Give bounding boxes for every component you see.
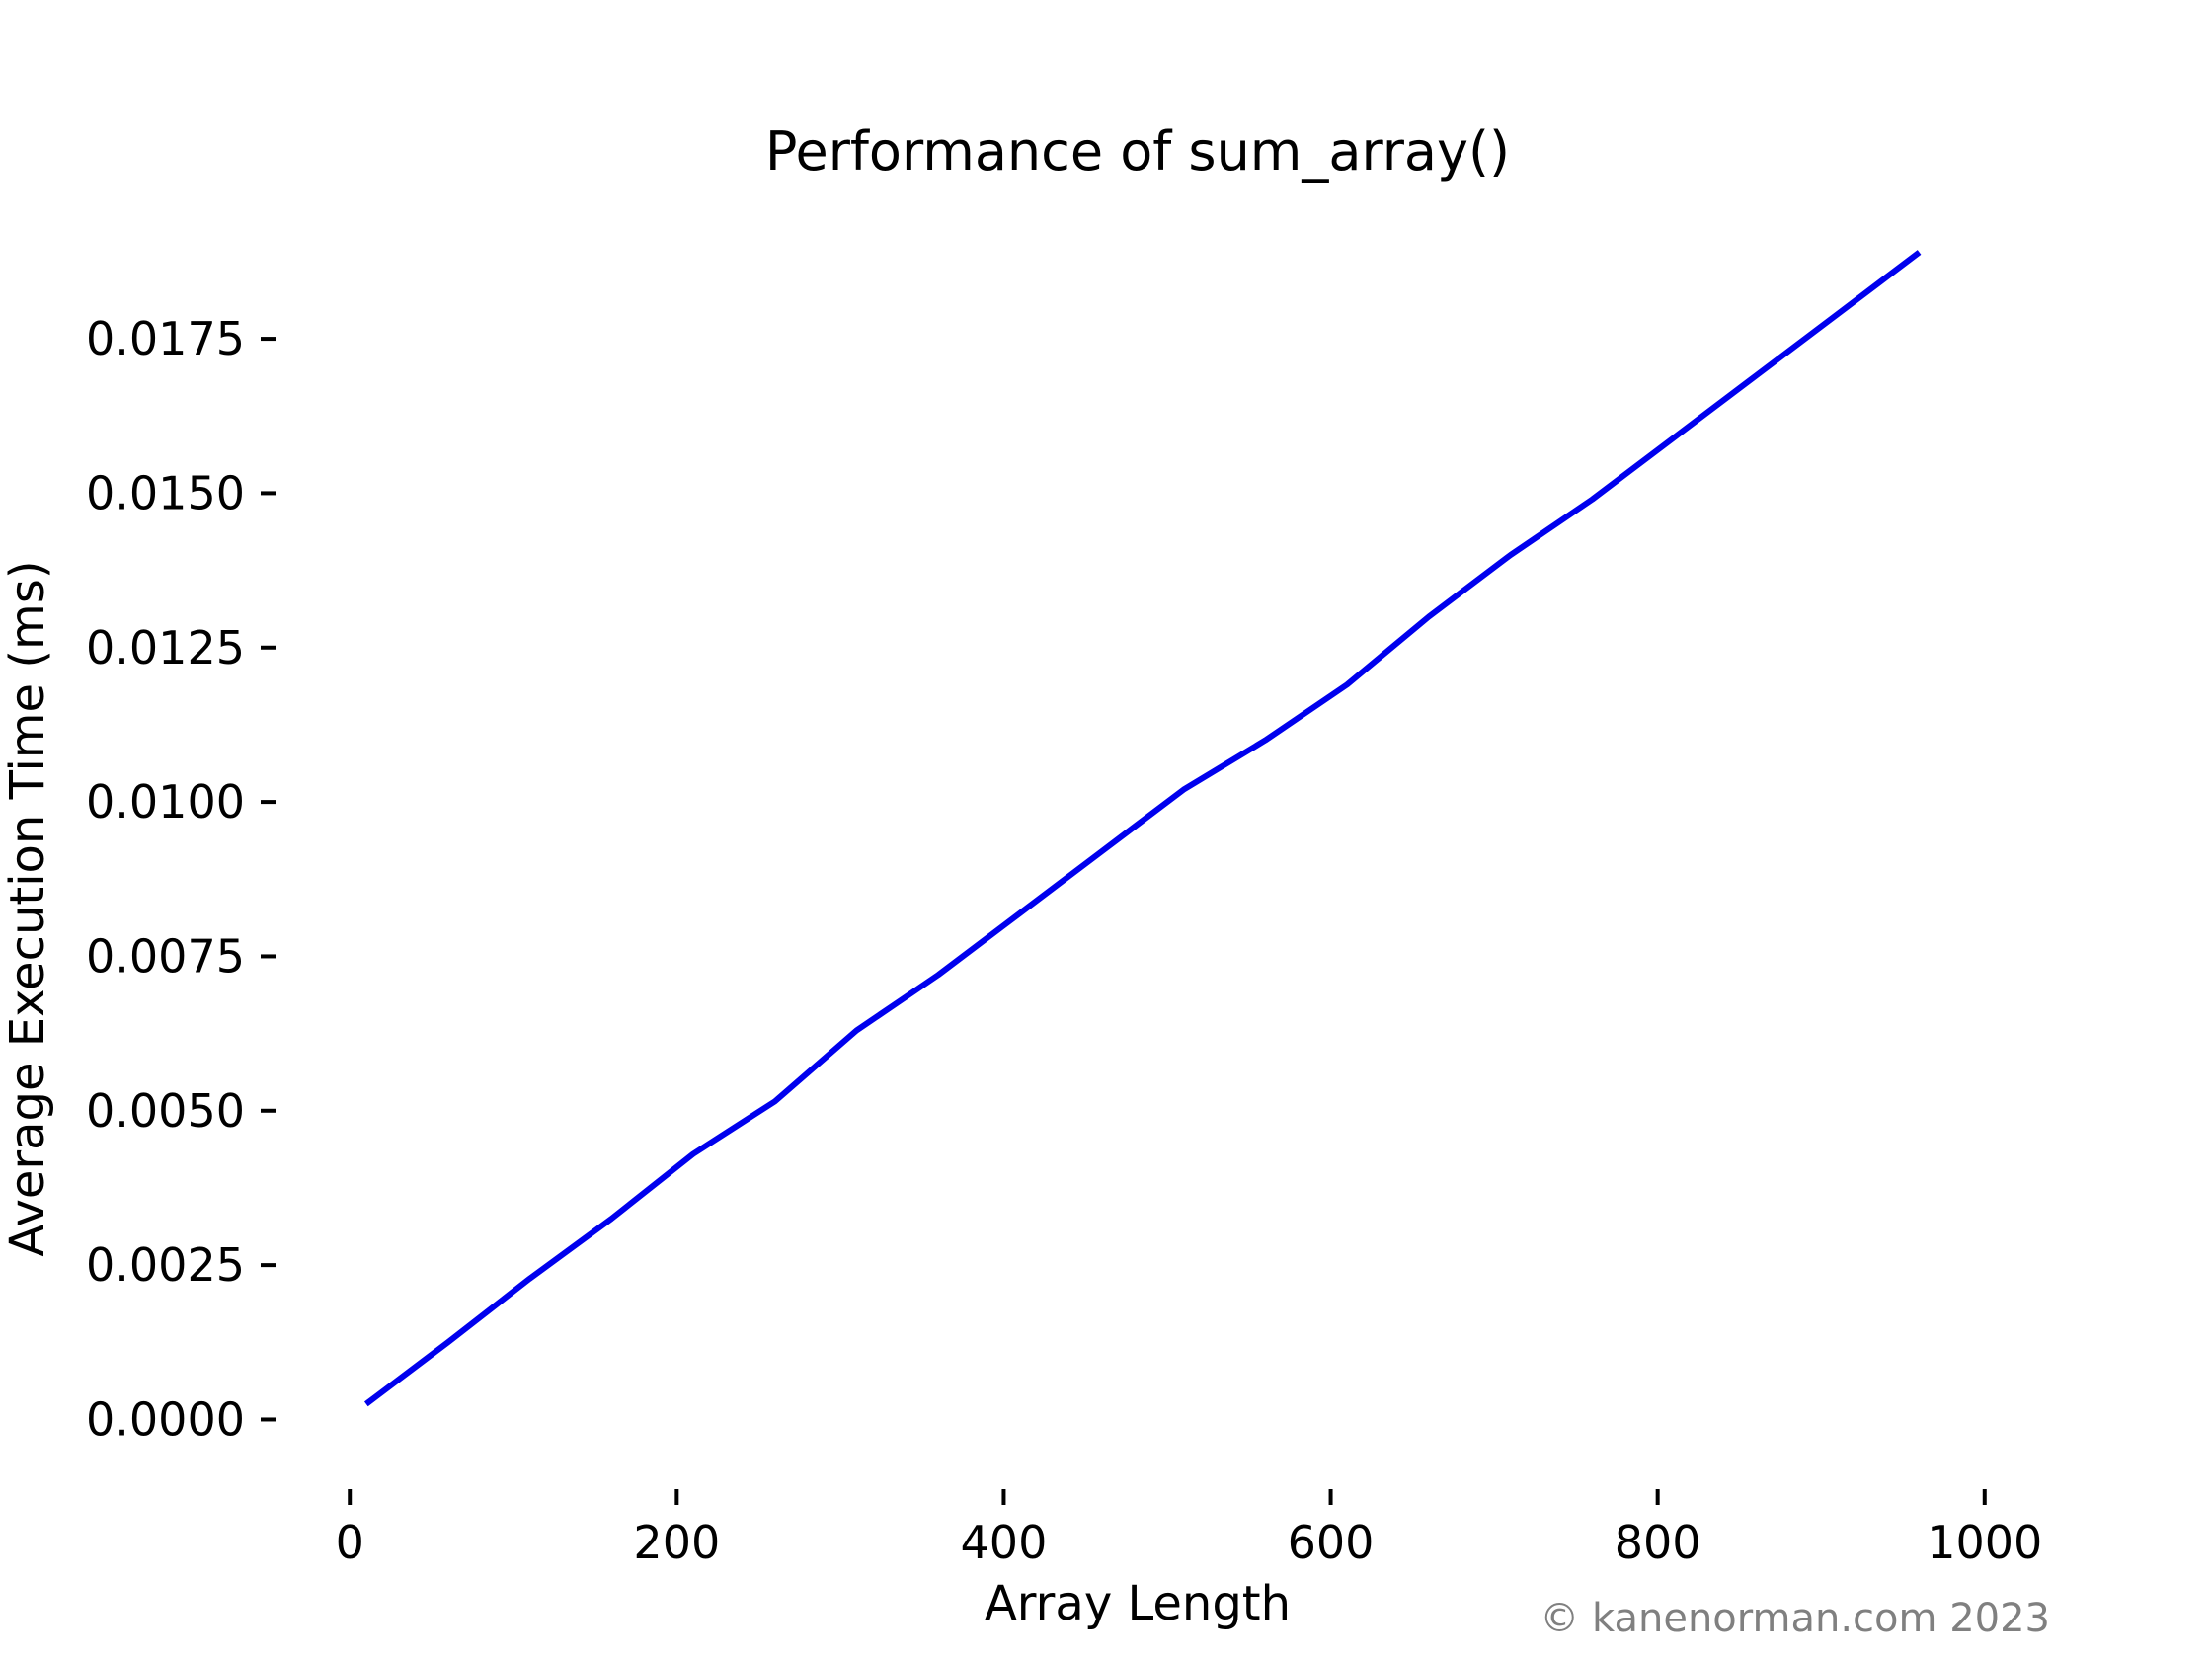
x-tick-label: 200 [633, 1516, 720, 1569]
x-tick-label: 800 [1615, 1516, 1701, 1569]
x-axis: 0 200 400 600 800 1000 [336, 1489, 2042, 1569]
plot-area [363, 250, 1922, 1407]
y-tick-label: 0.0175 [86, 312, 245, 365]
y-axis-label: Average Execution Time (ms) [0, 560, 55, 1256]
chart-title: Performance of sum_array() [765, 120, 1510, 183]
y-tick-label: 0.0100 [86, 775, 245, 829]
y-tick-label: 0.0000 [86, 1392, 245, 1446]
series-line [363, 250, 1922, 1407]
watermark: © kanenorman.com 2023 [1540, 1596, 2050, 1641]
y-tick-label: 0.0050 [86, 1084, 245, 1138]
x-tick-label: 400 [961, 1516, 1048, 1569]
y-axis: 0.0000 0.0025 0.0050 0.0075 0.0100 0.0125 0.01… [86, 312, 276, 1446]
y-tick-label: 0.0125 [86, 621, 245, 674]
x-tick-label: 0 [336, 1516, 364, 1569]
y-tick-label: 0.0075 [86, 929, 245, 983]
y-tick-label: 0.0025 [86, 1238, 245, 1292]
x-axis-label: Array Length [985, 1576, 1291, 1631]
x-tick-label: 1000 [1927, 1516, 2042, 1569]
y-tick-label: 0.0150 [86, 466, 245, 519]
x-tick-label: 600 [1288, 1516, 1375, 1569]
